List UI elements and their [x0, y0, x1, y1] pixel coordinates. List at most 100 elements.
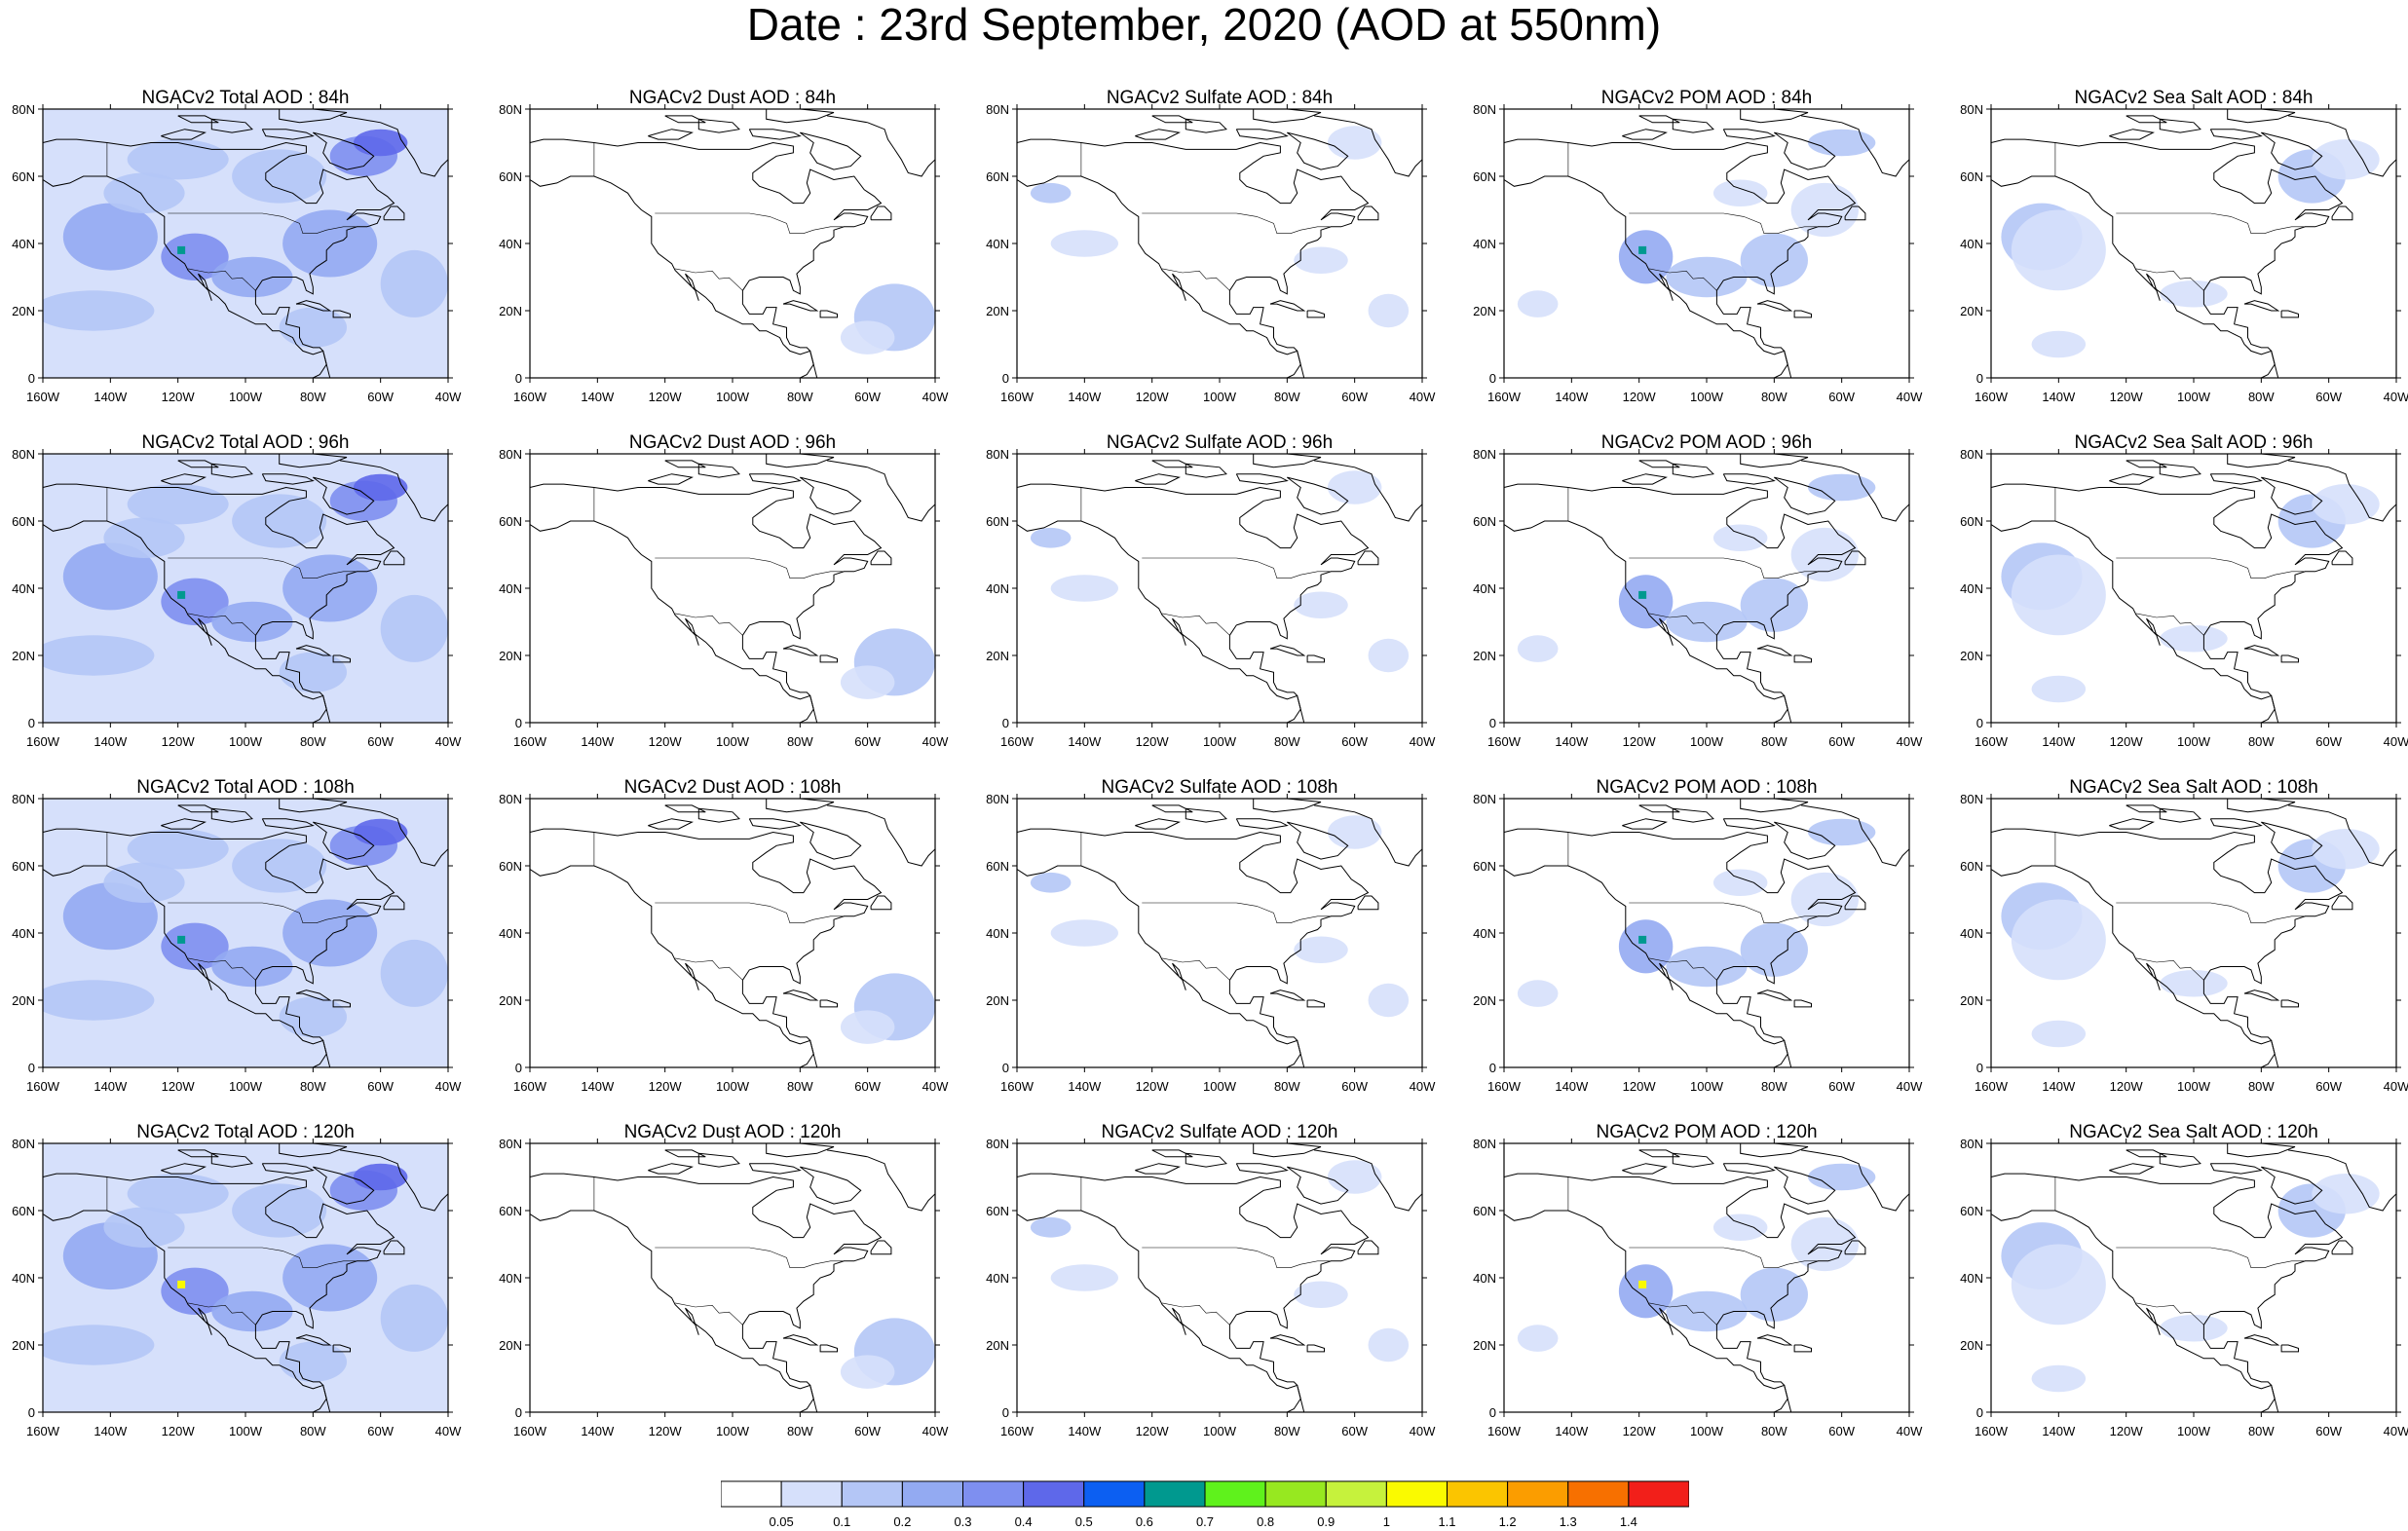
- lat-tick-label: 80N: [1960, 447, 1983, 462]
- coastline: [1357, 1240, 1379, 1255]
- country-border: [188, 613, 256, 636]
- coastline: [664, 804, 706, 813]
- lat-tick-label: 20N: [1960, 993, 1983, 1008]
- coastline: [2126, 460, 2167, 468]
- coastline: [1017, 520, 1301, 723]
- coastline: [1306, 1344, 1325, 1353]
- lon-tick-label: 80W: [1274, 1079, 1300, 1094]
- lon-tick-label: 60W: [2315, 1079, 2342, 1094]
- lon-tick-label: 40W: [2384, 1424, 2408, 1438]
- coastline: [340, 454, 448, 522]
- lat-tick-label: 20N: [1473, 993, 1496, 1008]
- aod-plume: [1517, 635, 1559, 662]
- country-border: [1649, 613, 1717, 636]
- aod-plume: [1808, 129, 1876, 157]
- coastline: [295, 645, 332, 656]
- aod-plume: [1712, 179, 1768, 207]
- lat-tick-label: 40N: [986, 1271, 1009, 1286]
- country-border: [1142, 1247, 1332, 1268]
- lon-tick-label: 80W: [300, 1424, 326, 1438]
- coastline: [161, 129, 207, 140]
- aod-plume: [62, 203, 158, 271]
- aod-plume: [232, 149, 327, 204]
- panel-title: NGACv2 POM AOD : 84h: [1600, 88, 1813, 108]
- coastline: [1357, 205, 1379, 221]
- map-plot: 160W 140W 120W 100W 80W 60W 40W 0 20N 40N 60N 80N: [499, 447, 949, 749]
- lon-tick-label: 160W: [1487, 1079, 1522, 1094]
- aod-plume: [103, 862, 185, 903]
- lon-tick-label: 60W: [1341, 734, 1368, 749]
- lat-tick-label: 20N: [986, 993, 1009, 1008]
- coastline: [697, 1152, 740, 1168]
- panel-title: NGACv2 POM AOD : 108h: [1596, 777, 1818, 798]
- coastline: [1722, 129, 1776, 140]
- coastline: [1801, 799, 1909, 867]
- lon-tick-label: 160W: [1000, 734, 1035, 749]
- lat-tick-label: 20N: [1473, 1338, 1496, 1353]
- lon-tick-label: 80W: [1761, 390, 1787, 404]
- aod-plume: [353, 129, 408, 157]
- lon-tick-label: 120W: [1136, 1424, 1170, 1438]
- lat-tick-label: 40N: [1473, 581, 1496, 596]
- map-panel: NGACv2 Sulfate AOD : 108h 160W 140W 120W 100…: [974, 777, 1461, 1108]
- lon-tick-label: 80W: [1761, 1079, 1787, 1094]
- coastline: [1991, 138, 2344, 378]
- coastline: [1672, 807, 1714, 823]
- map-plot: 160W 140W 120W 100W 80W 60W 40W 0 20N 40N 60N 80N: [12, 102, 462, 404]
- lat-tick-label: 0: [1002, 371, 1009, 386]
- aod-plume: [2031, 1020, 2087, 1048]
- coastline: [1504, 483, 1857, 723]
- coastline: [1991, 828, 2344, 1067]
- aod-plume: [1327, 1160, 1382, 1194]
- aod-plume: [2031, 330, 2087, 358]
- aod-plume: [1618, 1264, 1674, 1319]
- lon-tick-label: 60W: [1828, 734, 1855, 749]
- country-border: [675, 613, 743, 636]
- aod-plume: [282, 554, 378, 622]
- coastline: [1638, 115, 1680, 124]
- lat-tick-label: 0: [515, 1405, 522, 1420]
- coastline: [1638, 460, 1680, 468]
- coastline: [870, 205, 892, 221]
- map-panel: NGACv2 Dust AOD : 96h 160W 140W 120W 100W 80W…: [487, 432, 974, 764]
- coastline: [279, 109, 348, 124]
- coastline: [210, 807, 253, 823]
- aod-plume: [161, 922, 229, 970]
- coastline: [2109, 129, 2155, 140]
- lat-tick-label: 20N: [986, 1338, 1009, 1353]
- lat-tick-label: 20N: [1473, 649, 1496, 663]
- aod-plume: [211, 946, 293, 988]
- lon-tick-label: 60W: [367, 1079, 394, 1094]
- lon-tick-label: 120W: [1623, 734, 1657, 749]
- lat-tick-label: 0: [1002, 1061, 1009, 1075]
- coastline: [279, 799, 348, 813]
- coastline: [1314, 1143, 1422, 1212]
- coastline: [1314, 454, 1422, 522]
- coastline: [748, 473, 802, 485]
- coastline: [819, 654, 838, 663]
- lon-tick-label: 60W: [1828, 1424, 1855, 1438]
- aod-plume: [840, 320, 895, 355]
- map-panel: NGACv2 POM AOD : 96h 160W 140W 120W 100W 80W 6…: [1461, 432, 1948, 764]
- coastline: [1774, 476, 1836, 515]
- colorbar-label: 0.6: [1136, 1514, 1153, 1529]
- aod-plume: [1050, 919, 1118, 947]
- lat-tick-label: 80N: [12, 447, 35, 462]
- aod-plume: [161, 233, 229, 280]
- lat-tick-label: 0: [28, 716, 35, 730]
- coastline: [1017, 138, 1370, 378]
- lon-tick-label: 40W: [2384, 1079, 2408, 1094]
- lon-tick-label: 160W: [513, 734, 547, 749]
- coastline: [1306, 999, 1325, 1008]
- lon-tick-label: 60W: [367, 390, 394, 404]
- coastline: [1622, 818, 1668, 830]
- coastline: [2209, 473, 2263, 485]
- coastline: [2109, 473, 2155, 485]
- coastline: [748, 818, 802, 830]
- lon-tick-label: 40W: [2384, 734, 2408, 749]
- country-border: [168, 1247, 357, 1268]
- lon-tick-label: 160W: [26, 734, 60, 749]
- coastline: [177, 804, 219, 813]
- coastline: [295, 1334, 332, 1346]
- aod-plume: [353, 818, 408, 846]
